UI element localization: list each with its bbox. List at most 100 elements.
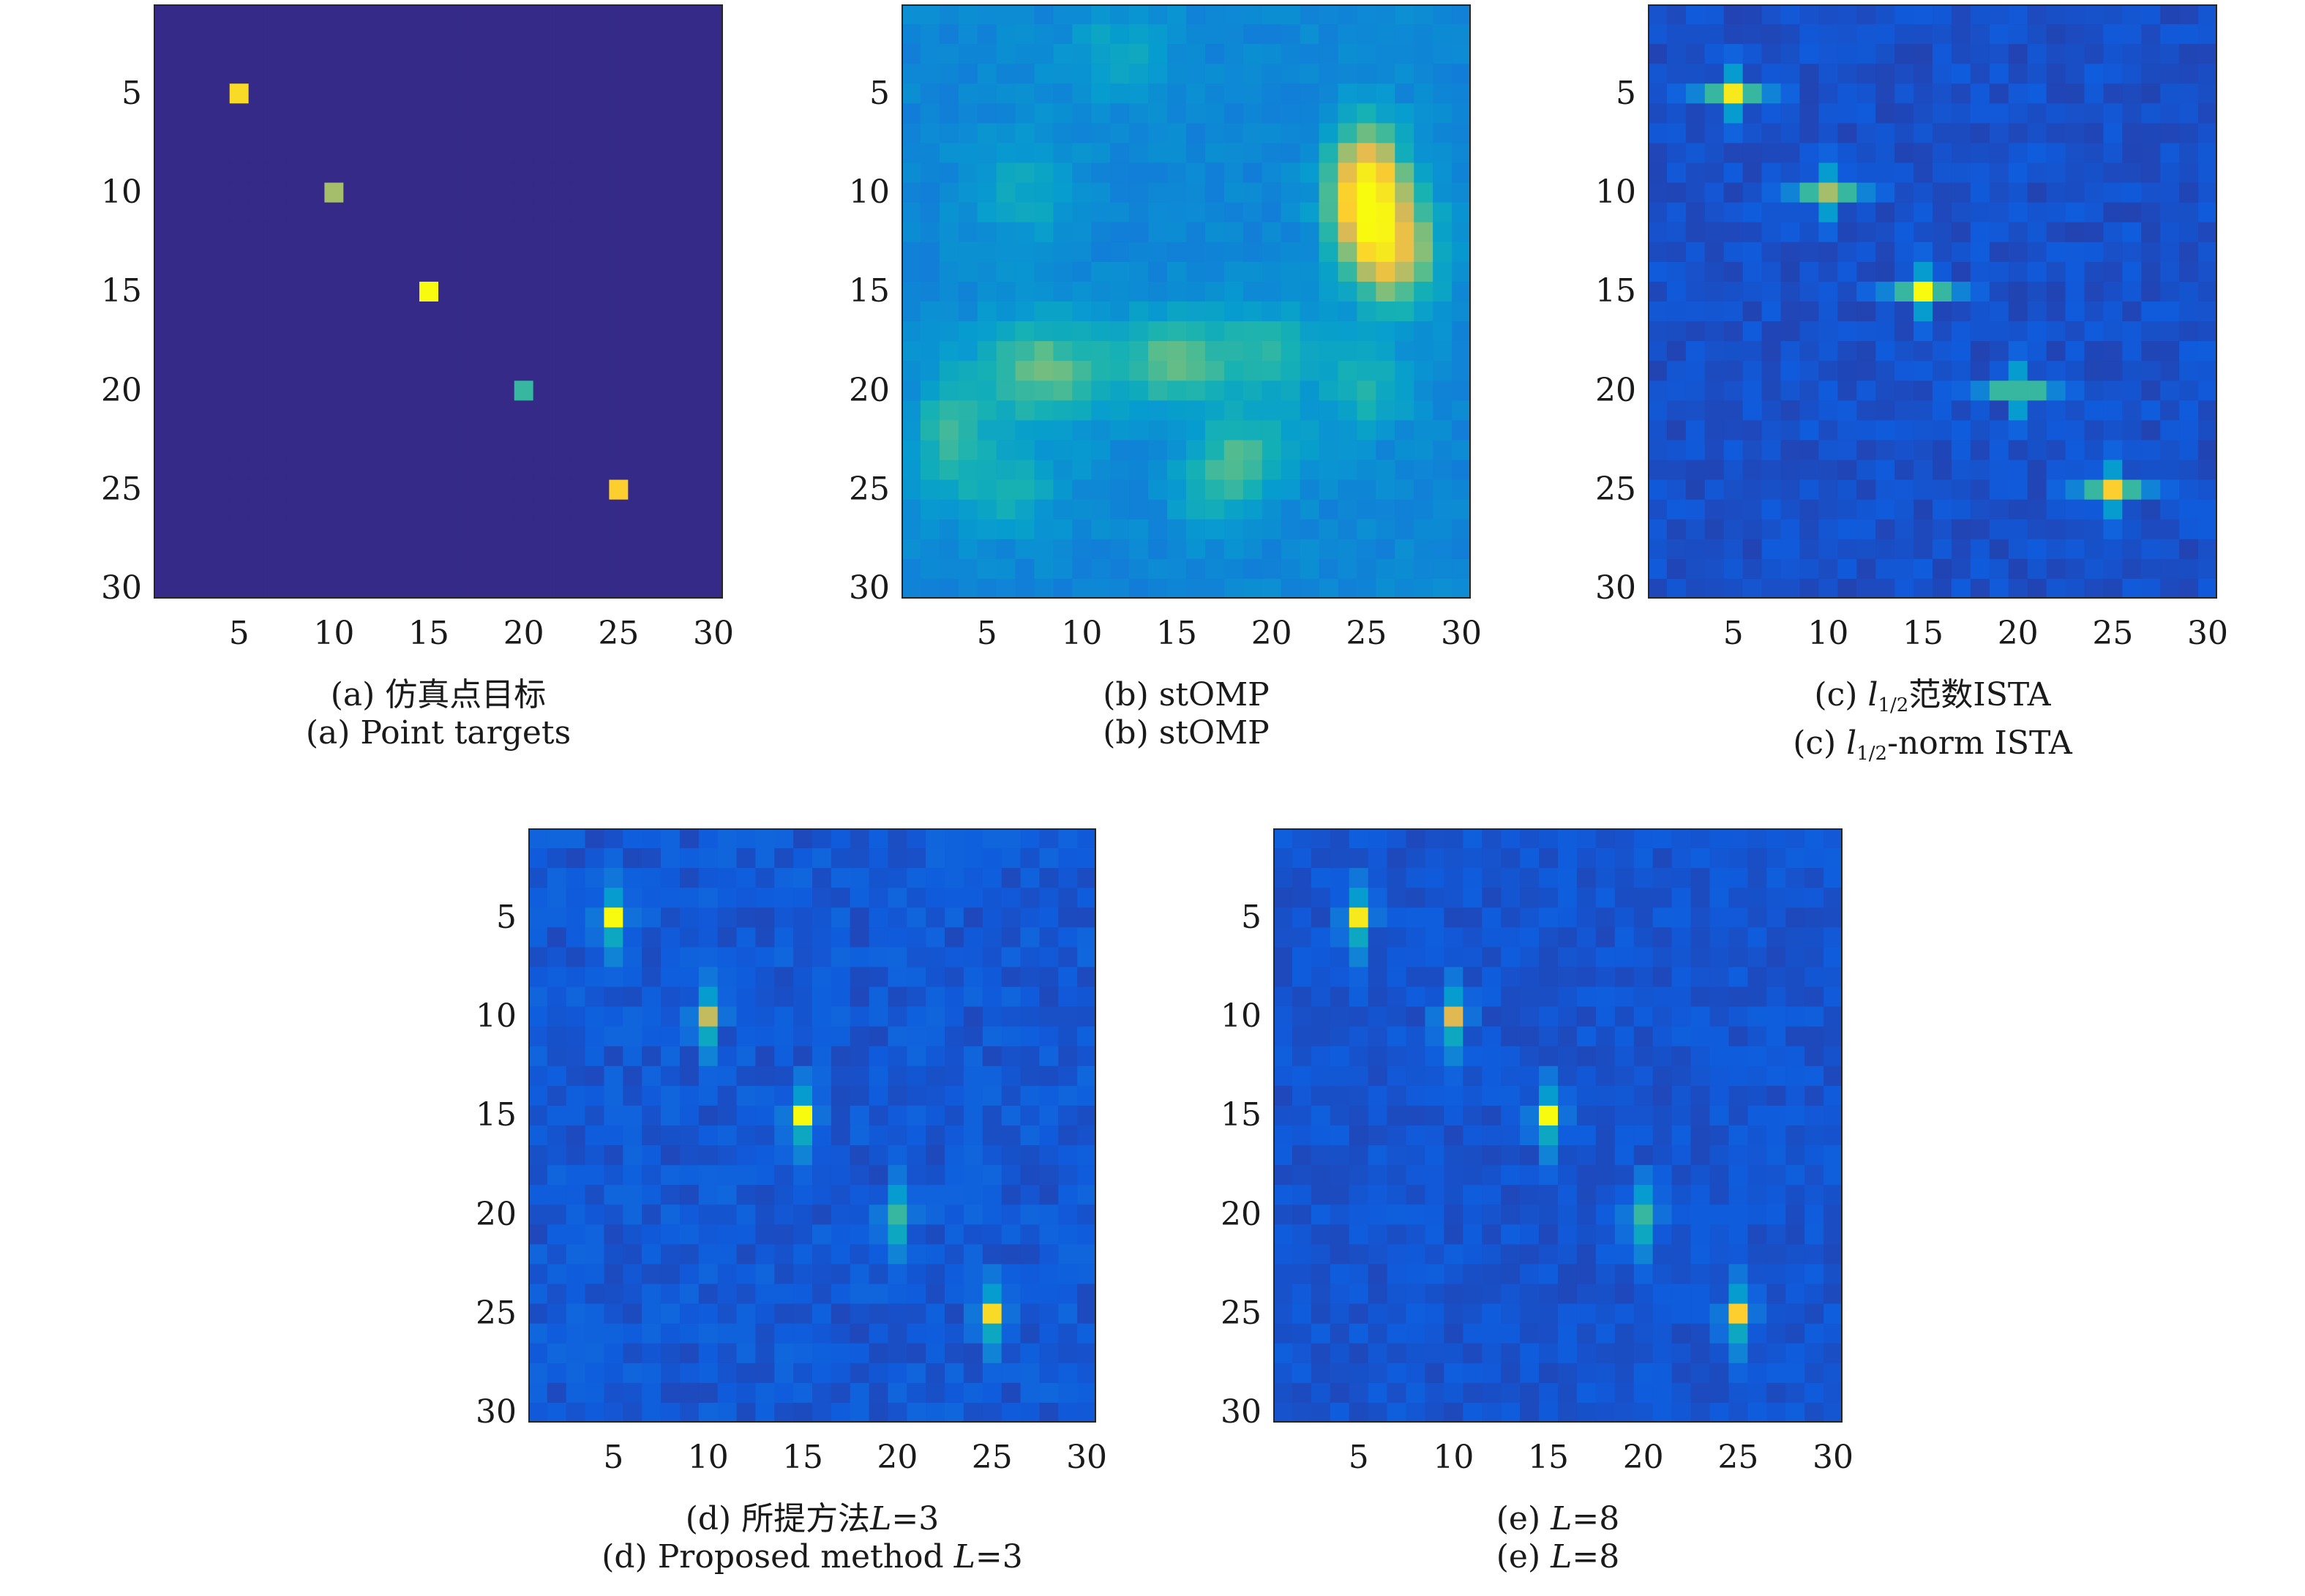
heatmap-cell bbox=[457, 479, 477, 501]
heatmap-cell bbox=[286, 460, 306, 481]
heatmap-cell bbox=[585, 1125, 604, 1146]
heatmap-cell bbox=[1595, 868, 1616, 888]
heatmap-cell bbox=[210, 83, 230, 104]
heatmap-cell bbox=[1406, 927, 1425, 948]
heatmap-cell bbox=[2027, 539, 2047, 560]
heatmap-cell bbox=[939, 83, 959, 104]
heatmap-cell bbox=[495, 83, 515, 104]
heatmap-cell bbox=[902, 143, 921, 164]
heatmap-cell bbox=[1875, 182, 1895, 203]
heatmap-cell bbox=[1053, 83, 1073, 104]
heatmap-cell bbox=[248, 123, 269, 144]
heatmap-a-cells bbox=[154, 4, 723, 599]
heatmap-cell bbox=[248, 460, 269, 481]
heatmap-cell bbox=[1292, 1085, 1312, 1106]
heatmap-cell bbox=[1034, 281, 1054, 302]
heatmap-cell bbox=[1576, 888, 1597, 908]
heatmap-cell bbox=[2008, 558, 2028, 580]
heatmap-cell bbox=[1186, 578, 1206, 599]
heatmap-cell bbox=[1742, 44, 1763, 64]
heatmap-cell bbox=[2084, 24, 2104, 45]
heatmap-cell bbox=[590, 123, 610, 144]
heatmap-cell bbox=[774, 1185, 794, 1205]
heatmap-cell bbox=[2179, 479, 2199, 501]
heatmap-cell bbox=[1824, 967, 1843, 988]
heatmap-cell bbox=[1414, 499, 1433, 520]
heatmap-cell bbox=[528, 1046, 548, 1067]
heatmap-cell bbox=[1818, 64, 1838, 84]
heatmap-cell bbox=[1633, 1224, 1654, 1245]
heatmap-cell bbox=[191, 103, 211, 124]
heatmap-cell bbox=[566, 828, 586, 849]
heatmap-cell bbox=[514, 341, 534, 361]
heatmap-cell bbox=[1539, 1125, 1559, 1146]
x-tick-label: 30 bbox=[1066, 1439, 1108, 1476]
heatmap-cell bbox=[755, 1402, 775, 1423]
y-tick-label: 30 bbox=[1595, 569, 1636, 607]
heatmap-cell bbox=[604, 1264, 623, 1285]
heatmap-cell bbox=[305, 341, 325, 361]
heatmap-cell bbox=[1747, 1006, 1767, 1027]
caption-e-cn: (e) L=8 bbox=[1273, 1500, 1843, 1538]
heatmap-cell bbox=[920, 103, 940, 124]
heatmap-cell bbox=[1053, 479, 1073, 501]
heatmap-cell bbox=[1262, 83, 1282, 104]
heatmap-cell bbox=[267, 400, 288, 421]
heatmap-cell bbox=[958, 103, 978, 124]
heatmap-cell bbox=[1709, 1065, 1729, 1087]
heatmap-cell bbox=[286, 123, 306, 144]
heatmap-cell bbox=[1837, 460, 1857, 481]
heatmap-cell bbox=[362, 381, 382, 401]
heatmap-cell bbox=[977, 261, 997, 282]
heatmap-cell bbox=[869, 848, 888, 869]
heatmap-cell bbox=[2141, 202, 2161, 223]
heatmap-cell bbox=[2065, 182, 2085, 203]
heatmap-cell bbox=[362, 400, 382, 421]
heatmap-cell bbox=[191, 341, 211, 361]
heatmap-cell bbox=[666, 301, 686, 322]
heatmap-cell bbox=[1357, 202, 1376, 223]
heatmap-cell bbox=[1376, 123, 1395, 144]
heatmap-cell bbox=[1034, 83, 1054, 104]
heatmap-cell bbox=[172, 499, 192, 520]
heatmap-cell bbox=[1243, 519, 1263, 540]
heatmap-cell bbox=[1914, 301, 1933, 322]
heatmap-cell bbox=[1072, 381, 1092, 401]
heatmap-cell bbox=[324, 103, 344, 124]
heatmap-cell bbox=[1330, 1303, 1350, 1325]
heatmap-cell bbox=[717, 967, 738, 988]
heatmap-cell bbox=[590, 420, 610, 441]
heatmap-cell bbox=[1728, 1046, 1748, 1067]
heatmap-cell bbox=[831, 1125, 851, 1146]
heatmap-cell bbox=[286, 539, 306, 560]
heatmap-cell bbox=[1799, 143, 1819, 164]
heatmap-cell bbox=[1766, 1264, 1786, 1285]
heatmap-cell bbox=[2027, 440, 2047, 461]
heatmap-cell bbox=[476, 400, 496, 421]
heatmap-cell bbox=[552, 123, 572, 144]
heatmap-cell bbox=[1951, 64, 1971, 84]
heatmap-cell bbox=[1723, 440, 1744, 461]
heatmap-cell bbox=[1785, 1065, 1805, 1087]
heatmap-cell bbox=[154, 4, 173, 25]
heatmap-cell bbox=[476, 24, 496, 45]
heatmap-cell bbox=[267, 361, 288, 381]
heatmap-cell bbox=[248, 182, 269, 203]
heatmap-cell bbox=[1933, 519, 1952, 540]
heatmap-cell bbox=[604, 1006, 623, 1027]
heatmap-cell bbox=[1666, 420, 1687, 441]
heatmap-cell bbox=[1204, 24, 1225, 45]
heatmap-cell bbox=[704, 440, 723, 461]
heatmap-cell bbox=[1520, 986, 1540, 1008]
heatmap-cell bbox=[248, 4, 269, 25]
heatmap-cell bbox=[2141, 321, 2161, 342]
heatmap-cell bbox=[362, 301, 382, 322]
heatmap-cell bbox=[457, 182, 477, 203]
heatmap-cell bbox=[1262, 182, 1282, 203]
heatmap-cell bbox=[552, 321, 572, 342]
heatmap-cell bbox=[1709, 1402, 1729, 1423]
heatmap-cell bbox=[229, 420, 250, 441]
heatmap-cell bbox=[666, 420, 686, 441]
heatmap-cell bbox=[685, 301, 705, 322]
heatmap-cell bbox=[1785, 868, 1805, 888]
